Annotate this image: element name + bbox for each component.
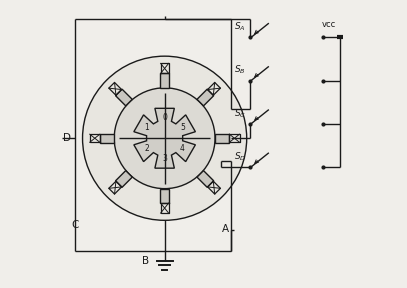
Polygon shape	[116, 170, 132, 187]
Text: 3: 3	[162, 154, 167, 163]
Polygon shape	[134, 108, 195, 168]
Polygon shape	[100, 134, 114, 143]
Text: $S_D$: $S_D$	[234, 150, 246, 163]
Text: $S_B$: $S_B$	[234, 64, 246, 76]
Polygon shape	[160, 73, 169, 88]
Polygon shape	[215, 134, 230, 143]
Text: vcc: vcc	[322, 20, 336, 29]
Text: A: A	[221, 224, 229, 234]
Polygon shape	[197, 170, 214, 187]
Polygon shape	[116, 89, 132, 106]
Text: 2: 2	[144, 144, 149, 153]
Circle shape	[83, 56, 247, 220]
Circle shape	[114, 88, 215, 189]
Polygon shape	[160, 189, 169, 203]
Text: 5: 5	[180, 124, 185, 132]
Text: D: D	[63, 133, 71, 143]
Text: C: C	[72, 220, 79, 230]
Text: 0: 0	[162, 113, 167, 122]
Text: 4: 4	[180, 144, 185, 153]
Text: $S_A$: $S_A$	[234, 21, 246, 33]
Polygon shape	[197, 89, 214, 106]
Text: $S_C$: $S_C$	[234, 107, 246, 120]
Text: B: B	[142, 256, 149, 266]
Text: 1: 1	[144, 124, 149, 132]
